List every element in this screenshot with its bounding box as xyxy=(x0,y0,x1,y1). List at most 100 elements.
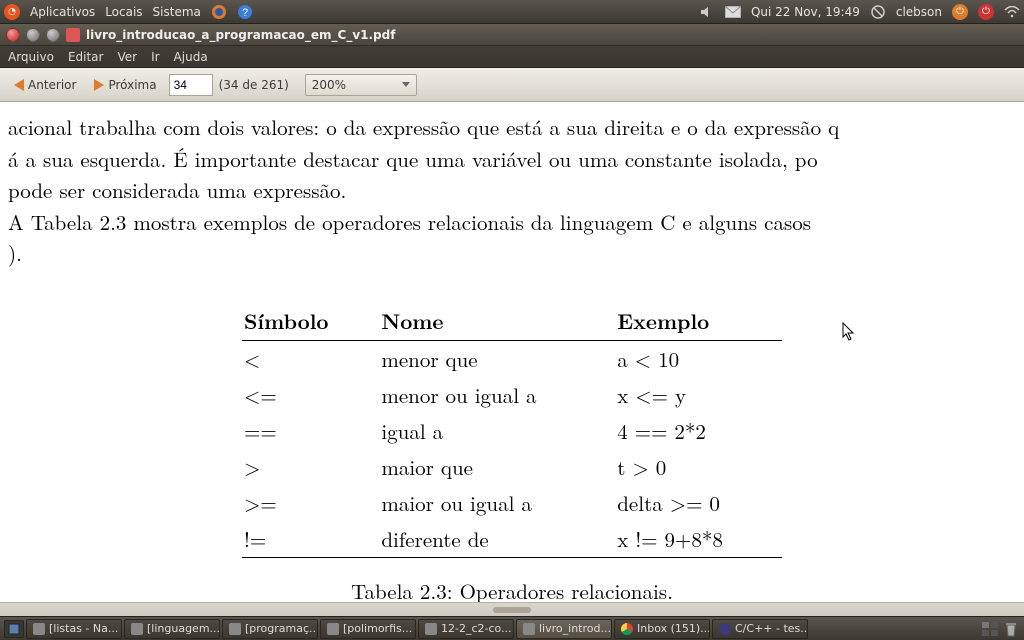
table-cell: maior que xyxy=(379,449,615,485)
app-icon xyxy=(327,623,339,635)
wifi-icon[interactable] xyxy=(1004,4,1020,20)
app-icon xyxy=(621,623,633,635)
window-title: livro_introducao_a_programacao_em_C_v1.p… xyxy=(86,28,395,42)
power-icon[interactable]: ⏻ xyxy=(978,4,994,20)
table-cell: 4 == 2*2 xyxy=(615,413,782,449)
gnome-bottom-panel: [listas - Na... [linguagem... [programaç..… xyxy=(0,616,1024,640)
taskbar-item-label: [linguagem... xyxy=(147,622,220,635)
taskbar-item-label: [listas - Na... xyxy=(49,622,118,635)
table-cell: diferente de xyxy=(379,521,615,558)
app-icon xyxy=(523,623,535,635)
table-cell: delta >= 0 xyxy=(615,485,782,521)
taskbar-item[interactable]: [linguagem... xyxy=(124,619,220,639)
table-row: <=menor ou igual ax <= y xyxy=(242,377,782,413)
table-row: ==igual a4 == 2*2 xyxy=(242,413,782,449)
table-cell: > xyxy=(242,449,379,485)
help-icon[interactable]: ? xyxy=(237,4,253,20)
table-cell: menor ou igual a xyxy=(379,377,615,413)
network-icon[interactable] xyxy=(870,4,886,20)
doc-line: ). xyxy=(8,238,1016,268)
menu-arquivo[interactable]: Arquivo xyxy=(8,50,54,64)
next-page-button[interactable]: Próxima xyxy=(88,75,162,95)
taskbar-item-label: livro_introd... xyxy=(539,622,611,635)
table-header: Exemplo xyxy=(615,304,782,341)
horizontal-scrollbar[interactable] xyxy=(0,602,1024,616)
app-toolbar: Anterior Próxima (34 de 261) 200% xyxy=(0,68,1024,102)
firefox-icon[interactable] xyxy=(211,4,227,20)
table-header: Símbolo xyxy=(242,304,379,341)
table-cell: != xyxy=(242,521,379,558)
panel-user[interactable]: clebson xyxy=(896,5,942,19)
mail-icon[interactable] xyxy=(725,4,741,20)
menu-editar[interactable]: Editar xyxy=(68,50,104,64)
svg-text:?: ? xyxy=(242,7,248,19)
arrow-left-icon xyxy=(14,79,24,91)
doc-line: acional trabalha com dois valores: o da … xyxy=(8,112,1016,144)
taskbar-item[interactable]: livro_introd... xyxy=(516,619,612,639)
sound-icon[interactable] xyxy=(699,4,715,20)
page-number-input[interactable] xyxy=(169,74,213,96)
next-page-label: Próxima xyxy=(108,78,156,92)
ubuntu-logo-icon[interactable]: ◔ xyxy=(4,4,20,20)
table-cell: < xyxy=(242,341,379,378)
taskbar-item[interactable]: [polimorfis... xyxy=(320,619,416,639)
document-viewport[interactable]: acional trabalha com dois valores: o da … xyxy=(0,102,1024,616)
taskbar-item-label: C/C++ - tes... xyxy=(735,622,808,635)
minimize-icon[interactable] xyxy=(26,28,40,42)
table-cell: >= xyxy=(242,485,379,521)
panel-menu-applications[interactable]: Aplicativos xyxy=(30,5,95,19)
taskbar-item-label: [polimorfis... xyxy=(343,622,412,635)
table-cell: <= xyxy=(242,377,379,413)
doc-line: á a sua esquerda. É importante destacar … xyxy=(8,144,1016,176)
app-icon xyxy=(131,623,143,635)
table-cell: x != 9+8*8 xyxy=(615,521,782,558)
session-icon[interactable]: ⏻ xyxy=(952,4,968,20)
prev-page-label: Anterior xyxy=(28,78,76,92)
taskbar-item-label: Inbox (151)... xyxy=(637,622,710,635)
table-cell: igual a xyxy=(379,413,615,449)
taskbar-item-label: [programaç... xyxy=(245,622,318,635)
menu-ir[interactable]: Ir xyxy=(151,50,159,64)
window-titlebar[interactable]: livro_introducao_a_programacao_em_C_v1.p… xyxy=(0,24,1024,46)
pdf-icon xyxy=(66,28,80,42)
taskbar-item[interactable]: C/C++ - tes... xyxy=(712,619,808,639)
taskbar-item[interactable]: 12-2_c2-co... xyxy=(418,619,514,639)
app-icon xyxy=(719,623,731,635)
table-cell: t > 0 xyxy=(615,449,782,485)
maximize-icon[interactable] xyxy=(46,28,60,42)
workspace-switcher[interactable] xyxy=(980,620,1000,638)
page-count-label: (34 de 261) xyxy=(219,78,289,92)
arrow-right-icon xyxy=(94,79,104,91)
scrollbar-grip-icon xyxy=(493,607,531,613)
prev-page-button[interactable]: Anterior xyxy=(8,75,82,95)
doc-line: pode ser considerada uma expressão. xyxy=(8,175,1016,207)
table-cell: a < 10 xyxy=(615,341,782,378)
table-cell: x <= y xyxy=(615,377,782,413)
table-row: <menor quea < 10 xyxy=(242,341,782,378)
taskbar-item[interactable]: [programaç... xyxy=(222,619,318,639)
menu-ajuda[interactable]: Ajuda xyxy=(174,50,208,64)
doc-line: A Tabela 2.3 mostra exemplos de operador… xyxy=(8,207,1016,239)
table-cell: == xyxy=(242,413,379,449)
close-icon[interactable] xyxy=(6,28,20,42)
table-cell: maior ou igual a xyxy=(379,485,615,521)
table-header: Nome xyxy=(379,304,615,341)
app-icon xyxy=(33,623,45,635)
zoom-dropdown[interactable]: 200% xyxy=(305,74,417,96)
menu-ver[interactable]: Ver xyxy=(117,50,137,64)
panel-menu-system[interactable]: Sistema xyxy=(153,5,201,19)
taskbar-item[interactable]: Inbox (151)... xyxy=(614,619,710,639)
app-icon xyxy=(229,623,241,635)
relational-operators-table: Símbolo Nome Exemplo <menor quea < 10<=m… xyxy=(242,304,782,558)
table-row: >maior quet > 0 xyxy=(242,449,782,485)
pdf-page: acional trabalha com dois valores: o da … xyxy=(0,102,1024,606)
table-row: !=diferente dex != 9+8*8 xyxy=(242,521,782,558)
table-cell: menor que xyxy=(379,341,615,378)
table-row: >=maior ou igual adelta >= 0 xyxy=(242,485,782,521)
app-menubar: Arquivo Editar Ver Ir Ajuda xyxy=(0,46,1024,68)
panel-menu-places[interactable]: Locais xyxy=(105,5,142,19)
taskbar-item[interactable]: [listas - Na... xyxy=(26,619,122,639)
show-desktop-button[interactable] xyxy=(4,620,24,638)
trash-icon[interactable] xyxy=(1002,620,1020,638)
panel-clock[interactable]: Qui 22 Nov, 19:49 xyxy=(751,5,860,19)
